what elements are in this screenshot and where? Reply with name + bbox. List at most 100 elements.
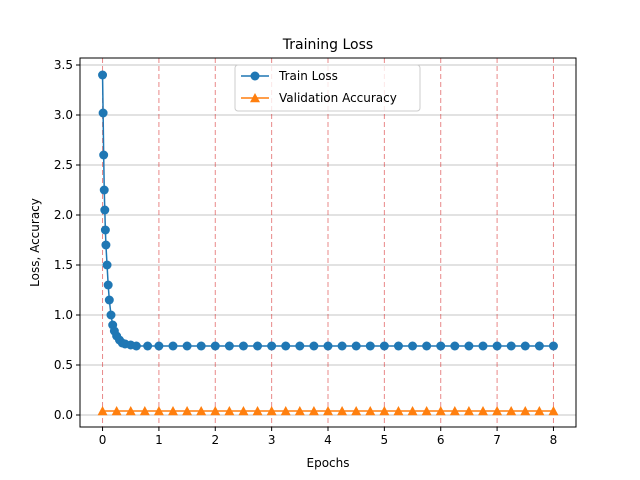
x-tick-label: 7 — [493, 433, 501, 447]
data-point — [421, 406, 432, 416]
x-tick-label: 3 — [268, 433, 276, 447]
data-point — [196, 341, 206, 351]
data-point — [308, 406, 319, 416]
data-point — [210, 406, 221, 416]
data-point — [168, 406, 178, 416]
data-point — [125, 406, 136, 416]
data-point — [351, 406, 362, 416]
data-point — [534, 341, 544, 351]
data-point — [506, 341, 516, 351]
legend: Train Loss Validation Accuracy — [234, 64, 421, 112]
data-point — [99, 150, 109, 160]
data-point — [252, 406, 263, 416]
data-point — [103, 280, 113, 290]
series-validation-accuracy — [97, 406, 559, 416]
axes: 0 1 2 3 4 5 6 7 8 0.0 0.5 1.0 1.5 2.0 2.5 3.0 3.5 — [54, 58, 557, 447]
data-point — [224, 341, 234, 351]
data-point — [238, 406, 249, 416]
data-point — [100, 225, 110, 235]
data-point — [520, 406, 531, 416]
data-point — [407, 406, 418, 416]
y-tick-label: 1.0 — [54, 308, 73, 322]
data-point — [266, 406, 277, 416]
data-point — [168, 341, 178, 351]
data-point — [365, 406, 376, 416]
data-point — [436, 341, 446, 351]
data-point — [449, 406, 460, 416]
data-point — [143, 341, 153, 351]
y-tick-label: 0.0 — [54, 408, 73, 422]
x-tick-label: 1 — [155, 433, 163, 447]
legend-label: Train Loss — [278, 69, 338, 83]
legend-marker — [250, 71, 260, 81]
y-tick-label: 3.5 — [54, 58, 73, 72]
data-point — [98, 70, 108, 80]
y-tick-label: 0.5 — [54, 358, 73, 372]
x-axis-title: Epochs — [307, 456, 350, 470]
data-point — [131, 341, 141, 351]
data-point — [534, 406, 545, 416]
data-point — [97, 406, 108, 416]
data-point — [294, 406, 305, 416]
data-point — [101, 240, 111, 250]
legend-box — [234, 64, 421, 112]
data-point — [323, 406, 333, 416]
data-point — [102, 260, 112, 270]
series-train-loss — [98, 70, 558, 351]
data-point — [253, 341, 263, 351]
data-point — [379, 406, 390, 416]
data-point — [224, 406, 235, 416]
data-point — [104, 295, 114, 305]
data-point — [100, 205, 110, 215]
data-point — [98, 108, 108, 118]
data-point — [408, 341, 418, 351]
data-point — [351, 341, 361, 351]
data-point — [520, 341, 530, 351]
data-point — [478, 406, 488, 416]
data-point — [478, 341, 488, 351]
y-tick-label: 2.0 — [54, 208, 73, 222]
x-tick-label: 0 — [99, 433, 107, 447]
data-point — [210, 341, 220, 351]
series-group — [97, 70, 559, 416]
chart-title: Training Loss — [282, 37, 373, 53]
data-point — [379, 341, 389, 351]
data-point — [281, 341, 291, 351]
data-point — [435, 406, 446, 416]
x-tick-label: 6 — [437, 433, 445, 447]
data-point — [548, 406, 559, 416]
data-point — [182, 341, 192, 351]
legend-label: Validation Accuracy — [279, 91, 397, 105]
data-point — [323, 341, 333, 351]
data-point — [393, 406, 404, 416]
y-tick-label: 1.5 — [54, 258, 73, 272]
x-tick-label: 8 — [550, 433, 558, 447]
data-point — [506, 406, 517, 416]
data-point — [238, 341, 248, 351]
data-point — [295, 341, 305, 351]
data-point — [139, 406, 150, 416]
data-point — [267, 341, 277, 351]
data-point — [99, 185, 109, 195]
data-point — [153, 406, 164, 416]
data-point — [492, 406, 503, 416]
data-point — [492, 341, 502, 351]
data-point — [196, 406, 207, 416]
data-point — [422, 341, 432, 351]
y-tick-label: 2.5 — [54, 158, 73, 172]
data-point — [309, 341, 319, 351]
x-tick-label: 5 — [381, 433, 389, 447]
data-point — [393, 341, 403, 351]
data-point — [154, 341, 164, 351]
epoch-markers — [102, 58, 554, 427]
data-point — [463, 406, 474, 416]
data-point — [106, 310, 116, 320]
data-point — [337, 406, 348, 416]
data-point — [464, 341, 474, 351]
x-tick-label: 4 — [324, 433, 332, 447]
x-tick-label: 2 — [211, 433, 219, 447]
data-point — [280, 406, 291, 416]
data-point — [548, 341, 558, 351]
